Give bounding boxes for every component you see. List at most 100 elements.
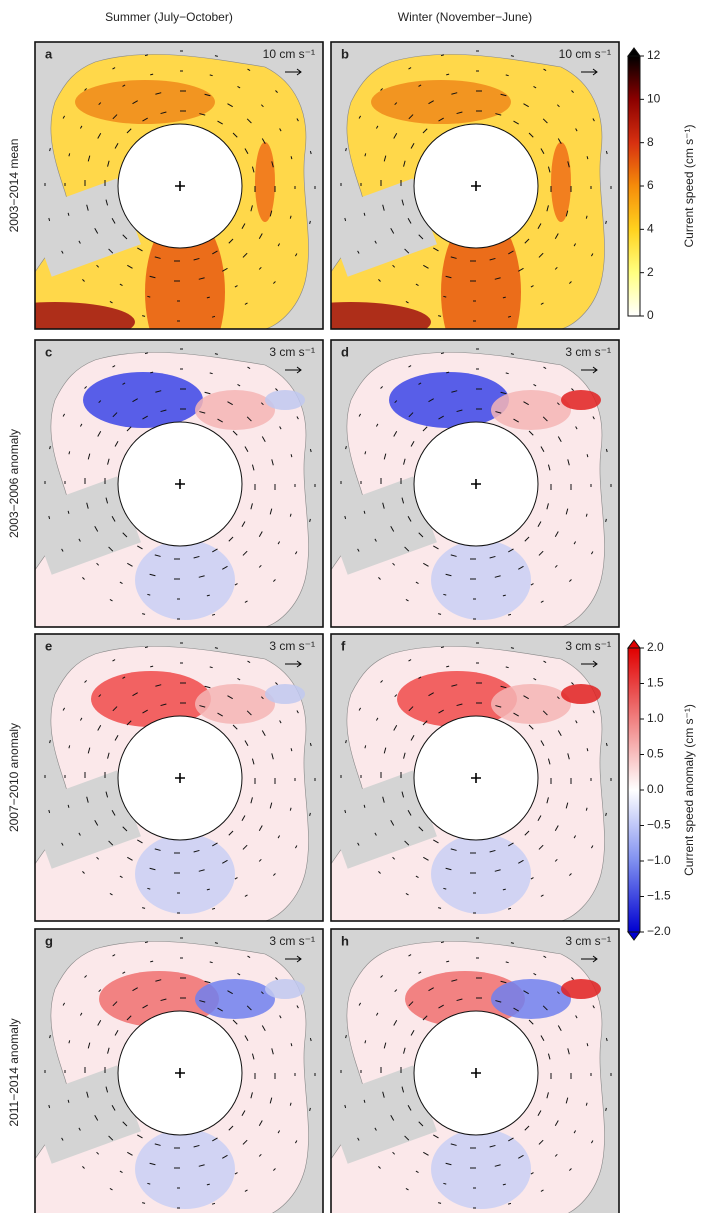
flow-arrow [494, 869, 501, 872]
flow-arrow [543, 660, 547, 664]
flow-arrow [260, 991, 264, 995]
flow-arrow [144, 54, 149, 57]
flow-arrow [592, 1005, 595, 1009]
flow-arrow [543, 68, 547, 72]
flow-arrow [508, 842, 514, 847]
flow-arrow [403, 458, 406, 465]
flow-arrow [575, 128, 578, 132]
flow-arrow [232, 724, 238, 730]
pole-marker [175, 181, 185, 191]
flow-arrow [86, 1091, 89, 1098]
flow-arrow [363, 1099, 366, 1103]
flow-arrow [537, 521, 542, 527]
flow-arrow [571, 682, 574, 686]
flow-arrow [78, 832, 81, 836]
flow-arrow [445, 867, 452, 871]
flow-arrow [500, 980, 507, 984]
flow-arrow [261, 730, 266, 736]
flow-arrow [105, 1086, 109, 1093]
flow-arrow [542, 416, 548, 422]
colorbar-extend [627, 931, 641, 941]
flow-arrow [79, 125, 83, 129]
pole-marker [471, 773, 481, 783]
flow-arrow [67, 212, 70, 216]
flow-arrow [122, 1121, 128, 1127]
flow-arrow [237, 972, 241, 976]
flow-arrow [568, 873, 572, 876]
flow-arrow [98, 989, 102, 993]
flow-arrow [290, 748, 293, 752]
flow-arrow [82, 278, 85, 282]
flow-arrow [246, 1005, 252, 1011]
flow-arrow [523, 401, 529, 406]
flow-arrow [217, 712, 223, 717]
flow-arrow [193, 257, 200, 261]
flow-arrow [272, 873, 276, 876]
flow-arrow [78, 538, 81, 542]
flow-arrow [547, 758, 551, 765]
flow-arrow [540, 894, 544, 897]
flow-arrow [227, 990, 233, 995]
flow-arrow [122, 84, 126, 87]
flow-arrow [228, 238, 234, 244]
flow-arrow [232, 132, 238, 138]
flow-arrow [438, 315, 442, 317]
flow-arrow [428, 987, 434, 992]
panel-letter: c [45, 344, 52, 359]
flow-arrow [438, 117, 444, 122]
flow-arrow [112, 67, 116, 70]
flow-arrow [209, 666, 213, 669]
colorbar-tick-label: 10 [647, 92, 661, 106]
flow-arrow [160, 998, 167, 1002]
colorbar-tick-label: −1.0 [647, 853, 671, 867]
flow-arrow [494, 575, 501, 578]
flow-arrow [438, 415, 444, 420]
flow-arrow [241, 1110, 246, 1116]
flow-arrow [112, 954, 116, 957]
flow-arrow [149, 867, 156, 871]
flow-arrow [114, 735, 119, 741]
flow-arrow [193, 1144, 200, 1148]
flow-arrow [500, 685, 507, 689]
colorbar-tick-label: 2 [647, 265, 654, 279]
colorbar-tick-label: −1.5 [647, 889, 671, 903]
flow-arrow [344, 1104, 347, 1109]
flow-arrow [142, 415, 148, 420]
flow-arrow [48, 515, 51, 520]
flow-arrow [112, 365, 116, 368]
flow-arrow [137, 545, 143, 550]
flow-arrow [62, 1002, 66, 1006]
flow-arrow [294, 253, 298, 257]
flow-arrow [96, 562, 100, 566]
flow-arrow [513, 1007, 519, 1012]
flow-arrow [450, 256, 457, 259]
flow-arrow [410, 441, 415, 447]
colorbar-tick-label: 8 [647, 135, 654, 149]
scale-arrow [581, 68, 598, 76]
flow-arrow [122, 234, 128, 240]
flow-arrow [405, 892, 409, 896]
canada-land [35, 476, 141, 575]
flow-arrow [198, 869, 205, 872]
flow-arrow [150, 73, 154, 76]
flow-arrow [357, 1137, 360, 1141]
flow-arrow [228, 536, 234, 542]
flow-arrow [394, 989, 398, 993]
flow-arrow [586, 454, 589, 458]
colorbar-tick-label: 0.5 [647, 747, 664, 761]
flow-arrow [546, 797, 549, 804]
flow-arrow [279, 720, 282, 724]
scale-label: 10 cm s⁻¹ [559, 47, 611, 61]
flow-arrow [410, 1030, 415, 1036]
flow-arrow [67, 804, 70, 808]
map-panel: d 3 cm s⁻¹ [330, 339, 620, 628]
flow-arrow [456, 111, 463, 115]
speed-field [405, 971, 525, 1027]
flow-arrow [227, 695, 233, 700]
flow-arrow [418, 826, 424, 832]
flow-arrow [405, 300, 409, 304]
flow-arrow [392, 856, 396, 860]
flow-arrow [422, 1015, 428, 1021]
flow-arrow [289, 215, 292, 219]
